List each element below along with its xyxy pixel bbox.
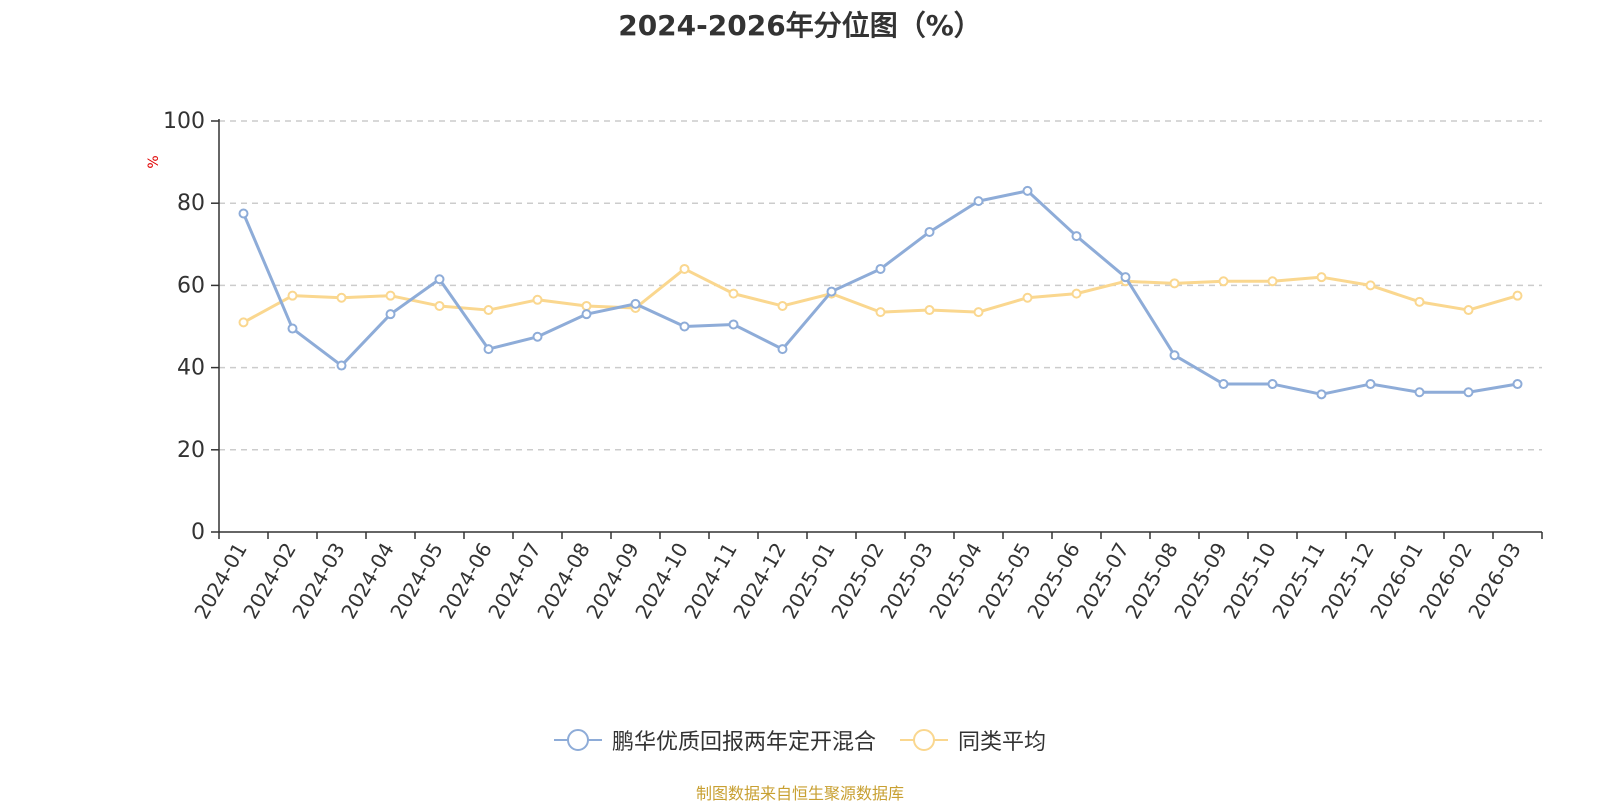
data-point bbox=[483, 344, 494, 355]
y-tick-label: 40 bbox=[177, 356, 205, 381]
data-point bbox=[238, 208, 249, 219]
data-point bbox=[1316, 389, 1327, 400]
data-point bbox=[924, 226, 935, 237]
data-point bbox=[1414, 387, 1425, 398]
data-point bbox=[287, 323, 298, 334]
source-note: 制图数据来自恒生聚源数据库 bbox=[695, 784, 904, 803]
data-point bbox=[1071, 288, 1082, 299]
data-point bbox=[875, 263, 886, 274]
data-point bbox=[385, 309, 396, 320]
data-point bbox=[973, 196, 984, 207]
data-point bbox=[1022, 185, 1033, 196]
data-point bbox=[728, 319, 739, 330]
data-point bbox=[1120, 272, 1131, 283]
data-point bbox=[1169, 350, 1180, 361]
chart-title: 2024-2026年分位图（%） bbox=[618, 9, 982, 42]
data-point bbox=[1463, 305, 1474, 316]
data-point bbox=[630, 298, 641, 309]
data-point bbox=[1512, 379, 1523, 390]
data-point bbox=[336, 292, 347, 303]
y-tick-label: 20 bbox=[177, 438, 205, 463]
data-point bbox=[1218, 379, 1229, 390]
data-point bbox=[483, 305, 494, 316]
legend-label-fund: 鹏华优质回报两年定开混合 bbox=[611, 730, 876, 755]
data-point bbox=[728, 288, 739, 299]
data-point bbox=[679, 321, 690, 332]
y-tick-label: 100 bbox=[163, 109, 205, 134]
data-point bbox=[1267, 379, 1278, 390]
legend-marker-icon bbox=[900, 727, 948, 753]
y-tick-label: 0 bbox=[191, 520, 205, 545]
legend-item-fund[interactable]: 鹏华优质回报两年定开混合 bbox=[553, 724, 876, 756]
data-point bbox=[1169, 278, 1180, 289]
data-point bbox=[1463, 387, 1474, 398]
grid-lines bbox=[219, 120, 1542, 451]
series-layer bbox=[238, 185, 1523, 400]
data-point bbox=[1022, 292, 1033, 303]
data-point bbox=[1414, 296, 1425, 307]
y-tick-label: 60 bbox=[177, 273, 205, 298]
data-point bbox=[875, 307, 886, 318]
legend-label-peer-average: 同类平均 bbox=[958, 730, 1047, 755]
data-point bbox=[1218, 276, 1229, 287]
legend-marker-icon bbox=[553, 727, 602, 753]
axes: 0204060801002024-012024-022024-032024-04… bbox=[163, 109, 1543, 623]
data-point bbox=[826, 286, 837, 297]
data-point bbox=[385, 290, 396, 301]
data-point bbox=[1365, 379, 1376, 390]
data-point bbox=[679, 263, 690, 274]
data-point bbox=[924, 305, 935, 316]
data-point bbox=[1071, 231, 1082, 242]
data-point bbox=[581, 300, 592, 311]
data-point bbox=[532, 331, 543, 342]
data-point bbox=[434, 300, 445, 311]
data-point bbox=[777, 300, 788, 311]
data-point bbox=[532, 294, 543, 305]
data-point bbox=[434, 274, 445, 285]
data-point bbox=[336, 360, 347, 371]
data-point bbox=[287, 290, 298, 301]
data-point bbox=[581, 309, 592, 320]
data-point bbox=[1365, 280, 1376, 291]
y-tick-label: 80 bbox=[177, 191, 205, 216]
series-line bbox=[242, 189, 1518, 396]
y-axis-label: % bbox=[146, 155, 162, 168]
data-point bbox=[777, 344, 788, 355]
legend-item-peer-average[interactable]: 同类平均 bbox=[900, 724, 1046, 756]
data-point bbox=[973, 307, 984, 318]
data-point bbox=[1512, 290, 1523, 301]
data-point bbox=[1316, 272, 1327, 283]
legend: 鹏华优质回报两年定开混合 同类平均 bbox=[0, 722, 1600, 758]
data-point bbox=[1267, 276, 1278, 287]
data-point bbox=[238, 317, 249, 328]
